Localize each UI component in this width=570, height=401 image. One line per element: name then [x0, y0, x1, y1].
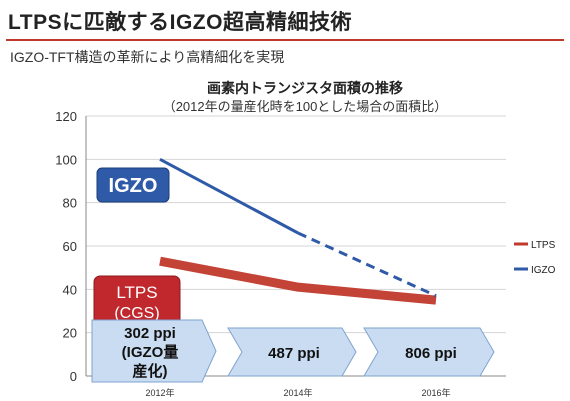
ppi-label: (IGZO量: [122, 344, 179, 361]
x-tick-label: 2012年: [145, 387, 174, 398]
y-tick-label: 80: [63, 196, 77, 211]
slide-subtitle: IGZO-TFT構造の革新により高精細化を実現: [10, 49, 285, 65]
series-igzo-dashed-line: [297, 231, 437, 298]
y-tick-label: 120: [55, 109, 77, 124]
legend-label: IGZO: [531, 265, 556, 276]
ppi-arrow: [363, 327, 495, 377]
ltps-callout-label: LTPS: [116, 283, 157, 302]
y-tick-label: 100: [55, 152, 77, 167]
slide-title: LTPSに匹敵するIGZO超高精細技術: [8, 11, 352, 34]
ltps-callout-sublabel: (CGS): [114, 305, 159, 322]
x-tick-label: 2016年: [421, 387, 450, 398]
chart-subtitle: （2012年の量産化時を100とした場合の面積比）: [162, 99, 448, 114]
y-tick-label: 20: [63, 326, 77, 341]
title-rule: [6, 39, 564, 41]
series-ltps-line: [159, 256, 437, 305]
x-tick-label: 2014年: [283, 387, 312, 398]
ppi-label: 産化): [133, 362, 168, 380]
y-tick-label: 40: [63, 282, 77, 297]
ppi-arrow: [91, 319, 217, 383]
ppi-label: 302 ppi: [124, 325, 176, 342]
y-tick-label: 0: [70, 369, 77, 384]
ppi-label: 806 ppi: [405, 345, 457, 362]
igzo-callout-box: [96, 167, 170, 203]
igzo-callout-label: IGZO: [109, 175, 158, 197]
ppi-arrow: [227, 327, 357, 377]
series-igzo-line: [159, 158, 299, 235]
legend-label: LTPS: [531, 240, 556, 251]
ppi-label: 487 ppi: [268, 345, 320, 362]
y-tick-label: 60: [63, 239, 77, 254]
chart-title: 画素内トランジスタ面積の推移: [207, 80, 403, 96]
